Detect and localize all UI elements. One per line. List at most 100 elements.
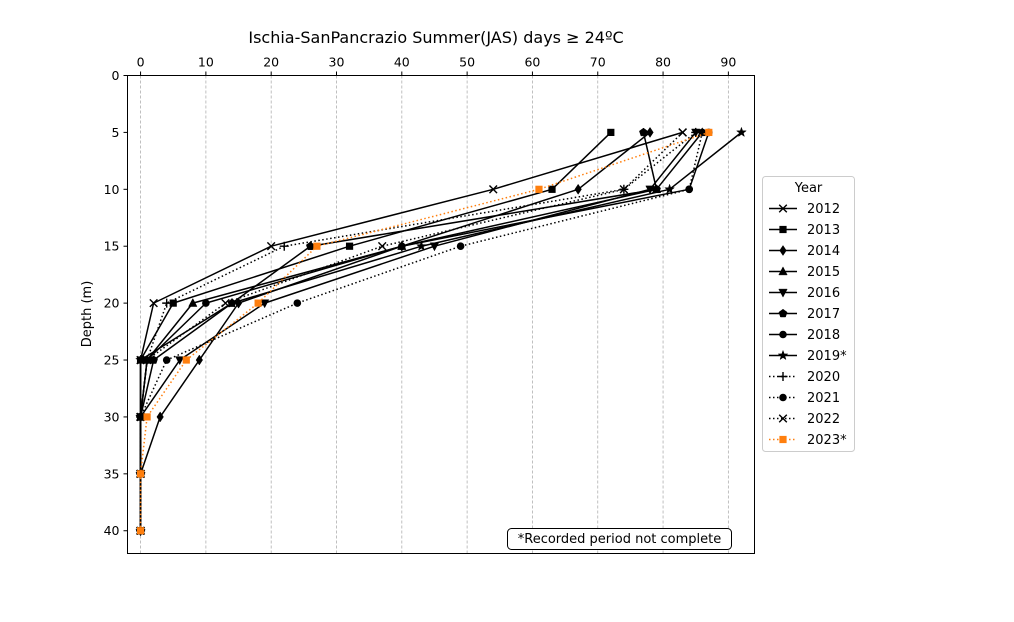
series-2023 (136, 128, 713, 535)
data-point (398, 242, 406, 251)
legend-marker (778, 288, 788, 298)
series-line (139, 131, 710, 531)
y-tick-label: 10 (104, 182, 120, 197)
data-point (415, 240, 427, 251)
chart-title: Ischia-SanPancrazio Summer(JAS) days ≥ 2… (248, 28, 623, 47)
legend-entry: 2021 (769, 391, 840, 406)
x-tick-label: 60 (524, 55, 540, 70)
data-point (574, 183, 582, 195)
data-point (488, 185, 498, 194)
y-tick-label: 40 (104, 523, 120, 538)
note: *Recorded period not complete (507, 528, 732, 550)
legend-marker (779, 245, 787, 256)
x-tick-label: 50 (459, 55, 475, 70)
x-tick-label: 10 (198, 55, 214, 70)
legend-marker (779, 330, 787, 339)
legend-label: 2018 (807, 328, 840, 343)
legend-entry: 2012 (769, 202, 840, 217)
data-point (162, 356, 171, 364)
data-point (195, 354, 203, 366)
series-line (139, 131, 697, 531)
data-point (175, 356, 185, 366)
legend-marker (778, 372, 788, 381)
legend-label: 2013 (807, 223, 840, 238)
legend-label: 2017 (807, 307, 840, 322)
legend-marker (777, 349, 789, 361)
legend-marker (778, 414, 788, 423)
x-tick-label: 90 (720, 55, 736, 70)
data-point (377, 241, 387, 251)
data-point (202, 299, 210, 307)
legend-entry: 2019* (769, 349, 847, 364)
data-point (279, 241, 289, 251)
data-point (639, 127, 648, 137)
data-point (266, 241, 276, 251)
y-tick-label: 35 (104, 466, 120, 481)
legend-entry: 2018 (769, 328, 840, 343)
legend-entry: 2015 (769, 265, 840, 280)
data-point (156, 411, 164, 423)
legend: Year 2012 2013 2014 2015 2016 2017 2018 2019* 20… (762, 176, 855, 452)
legend-marker (778, 204, 788, 213)
legend-entry: 2013 (769, 223, 840, 238)
data-point (135, 354, 147, 365)
data-point (293, 299, 302, 307)
legend-box (762, 176, 855, 452)
legend-label: 2016 (807, 286, 840, 301)
data-point (345, 242, 354, 250)
data-point (646, 126, 654, 138)
data-point (254, 299, 262, 307)
data-point (705, 128, 713, 137)
data-point (136, 470, 145, 478)
data-point (221, 298, 230, 308)
data-point (182, 356, 190, 364)
legend-label: 2019* (807, 349, 847, 364)
data-point (169, 299, 177, 307)
data-point (136, 412, 145, 422)
x-tick-label: 70 (590, 55, 606, 70)
legend-entry: 2020 (769, 370, 840, 385)
legend-marker (779, 435, 787, 444)
data-point (313, 242, 321, 250)
legend-marker (778, 266, 788, 276)
legend-entry: 2017 (769, 307, 840, 322)
legend-label: 2012 (807, 202, 840, 217)
data-point (678, 128, 687, 137)
y-axis-label: Depth (m) (80, 281, 95, 348)
series-line (139, 131, 684, 531)
y-tick-label: 25 (104, 353, 120, 368)
data-point (162, 298, 172, 308)
y-tick-label: 30 (104, 409, 120, 424)
y-axis: 0 5 10 15 20 25 30 35 40 (104, 68, 128, 538)
legend-label: 2021 (807, 391, 840, 406)
data-point (535, 185, 543, 193)
x-tick-label: 30 (329, 55, 345, 70)
data-point (664, 183, 676, 194)
legend-entry: 2016 (769, 286, 840, 301)
legend-label: 2023* (807, 433, 847, 448)
x-axis: 0 10 20 30 40 50 60 70 80 90 (137, 55, 736, 76)
data-point (735, 126, 747, 138)
note-text: *Recorded period not complete (518, 532, 722, 547)
note-box (507, 528, 732, 550)
data-point (143, 413, 151, 421)
legend-label: 2022 (807, 412, 840, 427)
series-line (139, 131, 651, 531)
legend-marker (779, 393, 787, 402)
data-point (607, 128, 615, 137)
legend-marker (779, 225, 787, 234)
y-tick-label: 0 (112, 68, 120, 83)
data-point (260, 299, 270, 309)
legend-label: 2015 (807, 265, 840, 280)
data-point (619, 185, 629, 194)
data-point (548, 185, 556, 193)
y-tick-label: 15 (104, 239, 120, 254)
plot-frame (127, 75, 755, 554)
legend-entry: 2014 (769, 244, 840, 259)
legend-label: 2020 (807, 370, 840, 385)
x-tick-label: 0 (137, 55, 145, 70)
legend-entry: 2023* (769, 433, 847, 448)
y-tick-label: 5 (112, 125, 120, 140)
y-tick-label: 20 (104, 296, 120, 311)
